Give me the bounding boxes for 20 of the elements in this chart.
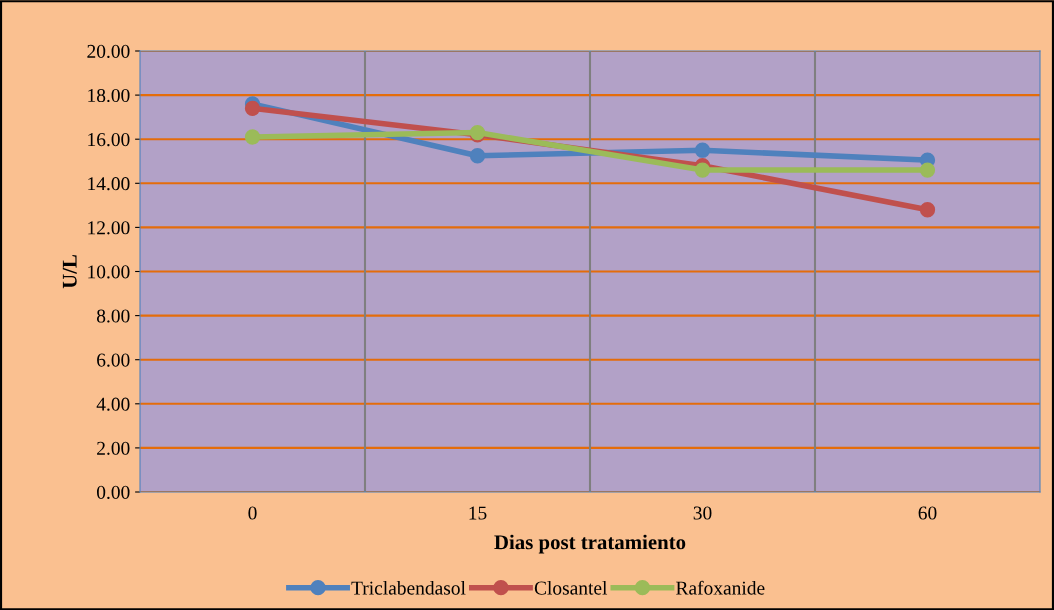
x-tick-label: 0 [248, 506, 257, 520]
y-tick-label: 10.00 [88, 265, 130, 279]
y-tick-label: 4.00 [96, 397, 130, 411]
y-tick-label: 16.00 [88, 133, 130, 147]
legend-label: Rafoxanide [676, 580, 765, 595]
y-tick-label: 20.00 [87, 44, 130, 59]
y-tick-label: 0.00 [96, 485, 130, 500]
legend-label: Triclabendasol [351, 580, 466, 595]
x-tick-label: 30 [693, 506, 712, 520]
x-tick-label: 60 [918, 506, 937, 520]
y-tick-label: 14.00 [88, 177, 130, 191]
y-tick-label: 6.00 [97, 353, 130, 367]
y-tick-label: 18.00 [88, 88, 130, 103]
x-tick-label: 15 [469, 506, 487, 520]
y-tick-label: 8.00 [96, 309, 130, 323]
y-tick-label: 12.00 [88, 221, 130, 235]
x-axis-title: Dias post tratamiento [494, 534, 686, 554]
y-axis-title: U/L [62, 255, 77, 289]
y-tick-label: 2.00 [97, 441, 130, 455]
legend-label: Closantel [534, 580, 608, 595]
